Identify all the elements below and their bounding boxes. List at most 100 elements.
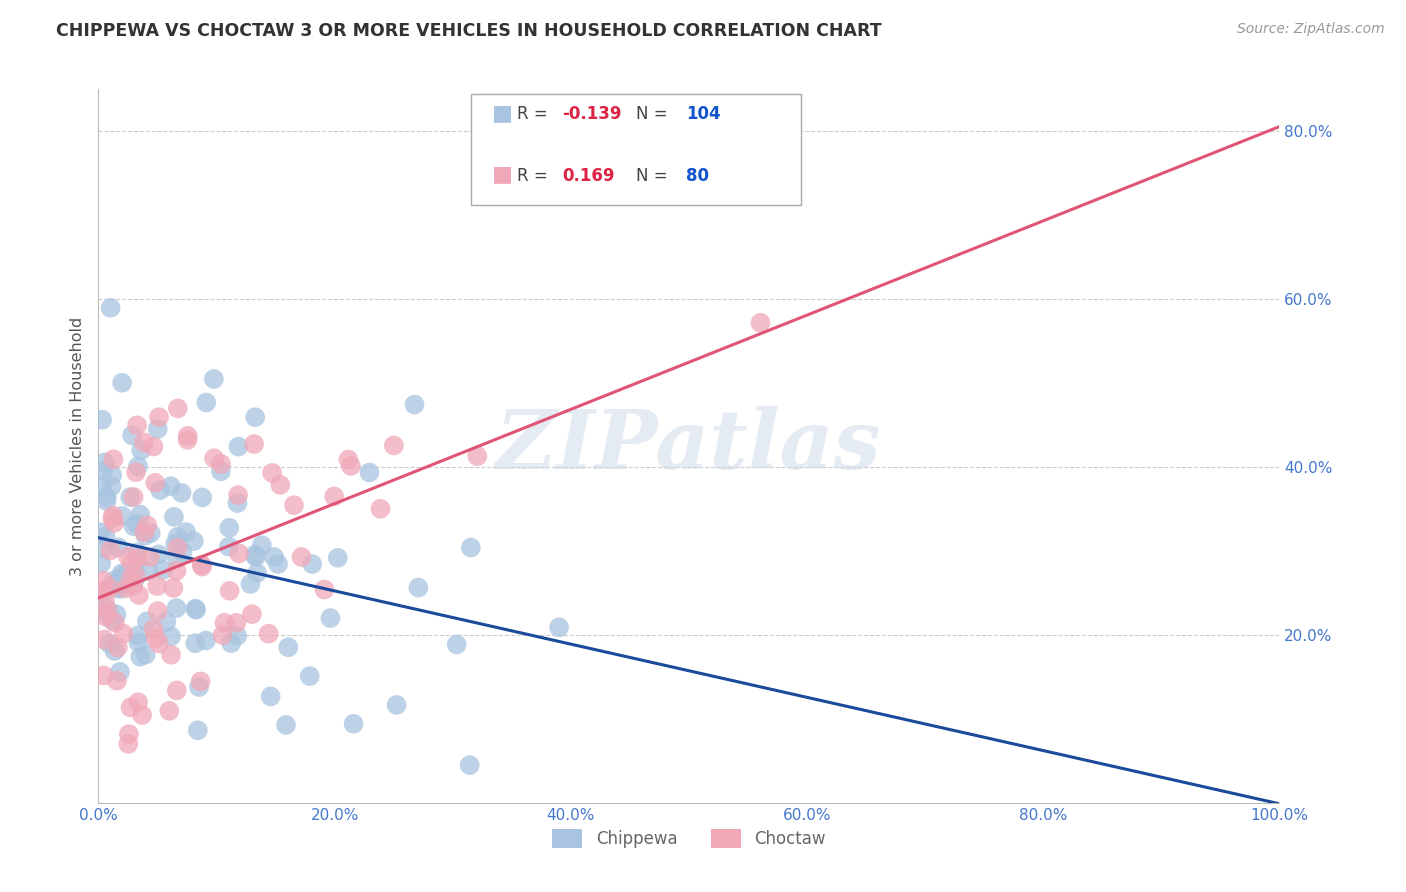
Point bbox=[97, 603, 120, 617]
Point bbox=[191, 559, 214, 574]
Point bbox=[93, 632, 115, 647]
Point bbox=[90, 557, 112, 571]
Point bbox=[117, 737, 139, 751]
Point bbox=[90, 525, 112, 540]
Point bbox=[274, 718, 297, 732]
Text: R =: R = bbox=[517, 167, 558, 185]
Point bbox=[131, 708, 153, 723]
Point bbox=[112, 567, 135, 582]
Point bbox=[103, 574, 125, 588]
Point bbox=[103, 516, 125, 530]
Point bbox=[121, 556, 143, 570]
Point bbox=[263, 549, 285, 564]
Point bbox=[157, 704, 180, 718]
Point bbox=[446, 638, 468, 652]
Point bbox=[120, 490, 142, 504]
Point bbox=[134, 528, 156, 542]
Point bbox=[267, 557, 290, 571]
Point bbox=[129, 508, 152, 522]
Point bbox=[134, 525, 156, 540]
Point bbox=[359, 466, 381, 480]
Point bbox=[107, 540, 129, 554]
Point bbox=[460, 541, 482, 555]
Point bbox=[172, 545, 194, 559]
Point bbox=[135, 615, 157, 629]
Point bbox=[101, 511, 124, 525]
Point bbox=[337, 452, 360, 467]
Point bbox=[127, 459, 149, 474]
Point bbox=[218, 540, 240, 554]
Point bbox=[125, 418, 148, 433]
Point bbox=[124, 572, 146, 586]
Point bbox=[128, 635, 150, 649]
Point bbox=[148, 547, 170, 561]
Point bbox=[93, 574, 115, 588]
Point bbox=[340, 458, 363, 473]
Point bbox=[100, 301, 122, 315]
Point bbox=[91, 413, 114, 427]
Text: ■: ■ bbox=[492, 165, 513, 185]
Point bbox=[385, 698, 408, 712]
Point bbox=[105, 581, 128, 595]
Point bbox=[240, 607, 263, 621]
Point bbox=[129, 443, 152, 458]
Point bbox=[174, 524, 197, 539]
Point bbox=[101, 468, 124, 483]
Point bbox=[162, 581, 184, 595]
Text: CHIPPEWA VS CHOCTAW 3 OR MORE VEHICLES IN HOUSEHOLD CORRELATION CHART: CHIPPEWA VS CHOCTAW 3 OR MORE VEHICLES I… bbox=[56, 22, 882, 40]
Point bbox=[243, 437, 266, 451]
Point bbox=[94, 530, 117, 544]
Point bbox=[148, 637, 170, 651]
Point bbox=[262, 466, 284, 480]
Point bbox=[129, 649, 152, 664]
Point bbox=[226, 488, 249, 502]
Point bbox=[342, 716, 364, 731]
Point bbox=[218, 583, 240, 598]
Point bbox=[142, 440, 165, 454]
Point bbox=[176, 433, 198, 447]
Point bbox=[142, 622, 165, 636]
Point bbox=[108, 665, 131, 679]
Point bbox=[250, 538, 273, 552]
Point bbox=[115, 581, 138, 595]
Point bbox=[94, 606, 117, 620]
Point bbox=[219, 636, 242, 650]
Point bbox=[98, 581, 121, 595]
Point bbox=[146, 604, 169, 618]
Text: 0.169: 0.169 bbox=[562, 167, 614, 185]
Point bbox=[122, 519, 145, 533]
Legend: Chippewa, Choctaw: Chippewa, Choctaw bbox=[546, 822, 832, 855]
Point bbox=[188, 680, 211, 694]
Point bbox=[96, 494, 118, 508]
Point bbox=[165, 537, 187, 551]
Point bbox=[225, 615, 247, 630]
Point bbox=[148, 410, 170, 425]
Point bbox=[118, 727, 141, 741]
Point bbox=[245, 410, 267, 425]
Point bbox=[136, 518, 159, 533]
Text: 80: 80 bbox=[686, 167, 709, 185]
Point bbox=[166, 551, 188, 566]
Point bbox=[152, 563, 174, 577]
Point bbox=[194, 633, 217, 648]
Y-axis label: 3 or more Vehicles in Household: 3 or more Vehicles in Household bbox=[69, 317, 84, 575]
Point bbox=[93, 668, 115, 682]
Point bbox=[245, 549, 267, 564]
Point bbox=[136, 564, 159, 578]
Point bbox=[191, 491, 214, 505]
Point bbox=[166, 564, 188, 578]
Point bbox=[404, 398, 426, 412]
Point bbox=[124, 568, 146, 582]
Point bbox=[184, 636, 207, 650]
Point bbox=[228, 546, 250, 560]
Point bbox=[260, 690, 283, 704]
Point bbox=[94, 455, 117, 469]
Point bbox=[290, 549, 312, 564]
Point bbox=[226, 496, 249, 510]
Point bbox=[105, 673, 128, 688]
Point bbox=[166, 683, 188, 698]
Point bbox=[100, 479, 122, 493]
Point bbox=[105, 607, 128, 622]
Point bbox=[125, 545, 148, 559]
Point bbox=[101, 508, 124, 523]
